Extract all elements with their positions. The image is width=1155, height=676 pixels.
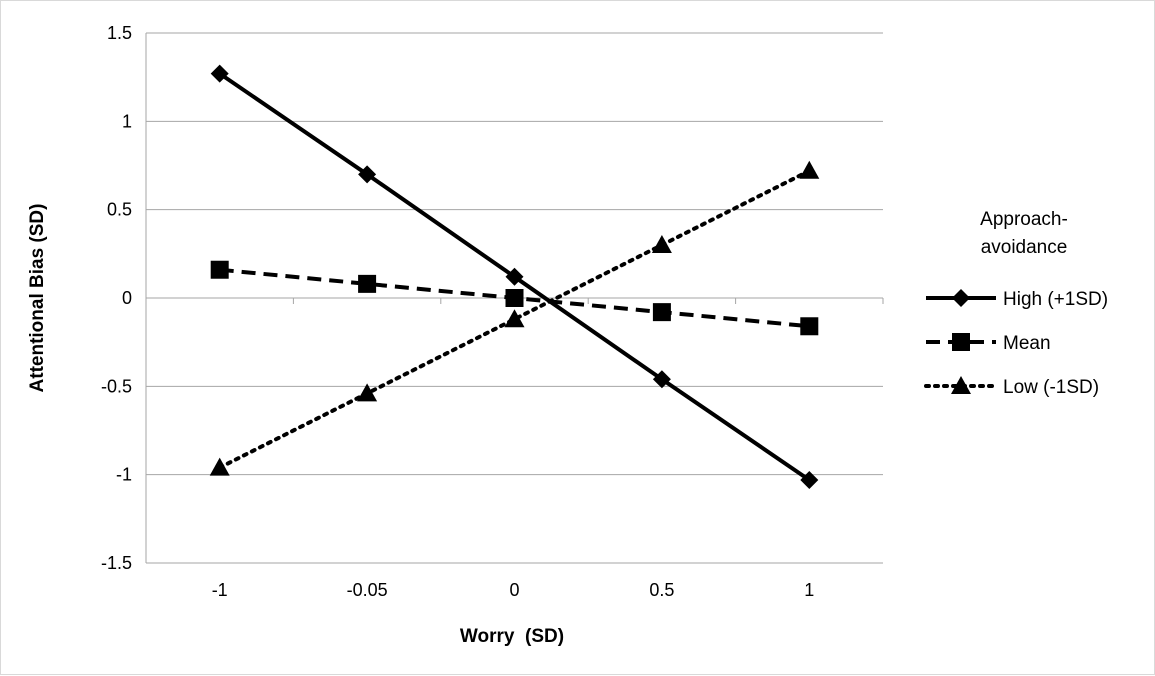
- y-tick-label: -1: [116, 465, 132, 485]
- data-point-diamond: [358, 165, 377, 184]
- y-tick-labels: 1.5 1 0.5 0 -0.5 -1 -1.5: [101, 23, 132, 573]
- legend-label: Low (-1SD): [1003, 377, 1099, 398]
- data-point-triangle: [357, 383, 378, 402]
- data-point-triangle: [209, 457, 230, 476]
- x-tick-label: 0: [509, 580, 519, 600]
- data-point-square: [358, 274, 377, 293]
- data-point-diamond: [210, 64, 229, 83]
- series-line: [217, 168, 812, 470]
- y-axis-title: Attentional Bias (SD): [27, 204, 48, 393]
- legend-entry: Mean: [926, 333, 1051, 354]
- gridlines: [146, 32, 883, 564]
- legend-title-line1: Approach-: [980, 209, 1068, 230]
- data-point-square: [210, 260, 229, 279]
- data-point-diamond: [800, 470, 819, 489]
- legend: Approach- avoidance High (+1SD) Mean Low (…: [924, 209, 1108, 398]
- data-point-square: [652, 303, 671, 322]
- legend-marker-triangle: [951, 376, 971, 394]
- series-group: [209, 64, 820, 489]
- data-point-triangle: [504, 309, 525, 328]
- legend-label: High (+1SD): [1003, 289, 1108, 310]
- y-tick-label: 1.5: [107, 23, 132, 43]
- y-tick-label: -1.5: [101, 553, 132, 573]
- data-point-square: [800, 317, 819, 336]
- legend-entry: High (+1SD): [926, 289, 1108, 310]
- y-tick-label: 0: [122, 288, 132, 308]
- data-point-square: [505, 289, 524, 307]
- series-diamond: [210, 64, 819, 489]
- x-tick-label: 0.5: [649, 580, 674, 600]
- y-tick-label: 1: [122, 111, 132, 131]
- y-tick-label: 0.5: [107, 200, 132, 220]
- legend-label: Mean: [1003, 333, 1051, 354]
- data-point-diamond: [652, 370, 671, 389]
- data-point-triangle: [799, 160, 820, 179]
- series-triangle: [209, 160, 820, 476]
- data-point-diamond: [505, 267, 524, 286]
- legend-marker-square: [952, 333, 970, 351]
- x-axis-title: Worry (SD): [460, 626, 564, 647]
- x-tick-label: -0.05: [347, 580, 388, 600]
- data-point-triangle: [651, 235, 672, 253]
- legend-entry: Low (-1SD): [924, 376, 1099, 398]
- x-tick-label: 1: [804, 580, 814, 600]
- legend-marker-diamond: [952, 289, 970, 307]
- series-square: [210, 260, 819, 336]
- y-tick-label: -0.5: [101, 376, 132, 396]
- legend-title-line2: avoidance: [981, 237, 1068, 258]
- x-tick-label: -1: [212, 580, 228, 600]
- x-tick-labels: -1 -0.05 0 0.5 1: [212, 580, 815, 600]
